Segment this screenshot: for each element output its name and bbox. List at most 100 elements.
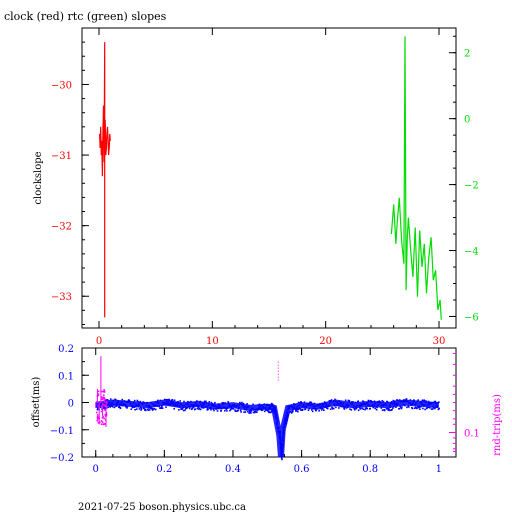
rndtrip-scatter-point [101, 398, 104, 401]
offset-point [208, 401, 211, 403]
offset-point [429, 406, 431, 409]
rndtrip-scatter-point [102, 397, 104, 399]
rndtrip-scatter-point [105, 400, 108, 403]
rndtrip-scatter-point [101, 417, 104, 419]
offset-point [163, 398, 166, 401]
rndtrip-scatter-point [103, 389, 105, 391]
offset-point [142, 407, 145, 410]
offset-point [350, 409, 353, 411]
top-x-tick-label: 20 [319, 336, 332, 347]
offset-point [416, 407, 418, 410]
offset-point [372, 406, 375, 409]
rndtrip-scatter-point [96, 414, 99, 416]
offset-point [380, 407, 383, 409]
offset-point [414, 406, 417, 409]
offset-point [134, 408, 136, 411]
offset-point [227, 401, 229, 403]
offset-point [184, 409, 186, 412]
rndtrip-scatter-point [104, 419, 107, 421]
offset-point [133, 399, 136, 402]
bottom-y-axis-label: offset(ms) [31, 377, 42, 428]
bottom-x-tick-label: 0.8 [362, 464, 378, 475]
bottom-panel: 0 0.2 0.4 0.6 0.8 1 0.2 0.1 0 −0.1 −0.2 0.1 offset(… [31, 344, 503, 475]
bottom-axes-group: 0 0.2 0.4 0.6 0.8 1 0.2 0.1 0 −0.1 −0.2 0.1 [50, 344, 480, 475]
offset-point [185, 407, 188, 409]
top-y-right-tick-label: −2 [464, 181, 479, 192]
offset-point [326, 407, 328, 409]
offset-point [183, 400, 185, 403]
offset-point [126, 407, 128, 409]
offset-point [248, 412, 250, 414]
footer-text: 2021-07-25 boson.physics.ubc.ca [78, 502, 246, 512]
offset-point [383, 409, 386, 412]
offset-point [154, 408, 157, 411]
offset-point [229, 409, 231, 412]
offset-point [421, 399, 424, 402]
offset-point [157, 399, 159, 402]
offset-point [205, 400, 207, 403]
rndtrip-scatter-point [104, 404, 106, 406]
offset-point [166, 399, 169, 401]
offset-point [213, 409, 215, 412]
offset-point [136, 408, 138, 410]
rndtrip-scatter-point [95, 411, 98, 414]
rndtrip-scatter-point [96, 419, 99, 422]
offset-point [309, 401, 312, 403]
offset-point [225, 408, 228, 410]
offset-point [304, 408, 307, 411]
offset-point [196, 407, 199, 410]
offset-point [256, 411, 258, 413]
bottom-x-tick-label: 0.6 [294, 464, 310, 475]
offset-point [145, 409, 147, 412]
offset-point [400, 407, 403, 410]
offset-point [297, 408, 300, 411]
offset-point [270, 411, 273, 413]
offset-point [118, 405, 121, 408]
offset-point [329, 408, 332, 410]
offset-point [423, 399, 425, 401]
offset-point [297, 401, 300, 404]
offset-point [104, 407, 106, 409]
rndtrip-scatter-point [104, 415, 107, 417]
offset-point [173, 408, 175, 410]
offset-point [355, 407, 358, 410]
offset-point [221, 402, 223, 404]
offset-point [353, 409, 356, 411]
offset-point [202, 407, 205, 409]
offset-point [430, 408, 433, 410]
offset-point [343, 408, 346, 410]
bottom-x-tick-label: 0.4 [225, 464, 241, 475]
bottom-series-group [95, 356, 440, 461]
rndtrip-scatter-point [104, 413, 106, 416]
offset-point [326, 407, 329, 410]
offset-point [96, 408, 99, 411]
rndtrip-scatter-point [97, 390, 100, 393]
offset-point [105, 399, 108, 401]
rndtrip-scatter-point [103, 423, 105, 425]
offset-point [247, 410, 249, 413]
top-series-group [99, 36, 442, 320]
offset-point [389, 409, 391, 412]
offset-point [339, 405, 341, 408]
offset-point [438, 407, 440, 410]
offset-point [165, 406, 167, 408]
rndtrip-scatter-point [96, 418, 99, 420]
bottom-y2-axis-label: rnd-trip(ms) [492, 394, 503, 456]
offset-point [106, 399, 109, 401]
offset-point [417, 399, 419, 401]
offset-point [399, 399, 401, 401]
rndtrip-scatter-point [99, 401, 101, 403]
offset-band-line [95, 399, 440, 458]
rndtrip-scatter-point [103, 400, 106, 402]
offset-point [239, 401, 241, 404]
offset-point [365, 407, 367, 410]
rndtrip-scatter-point [105, 401, 108, 404]
offset-point [417, 405, 419, 408]
top-x-tick-label: 0 [96, 336, 102, 347]
offset-point [364, 408, 366, 411]
offset-point [252, 403, 254, 406]
offset-point [413, 399, 415, 401]
offset-point [192, 406, 194, 409]
